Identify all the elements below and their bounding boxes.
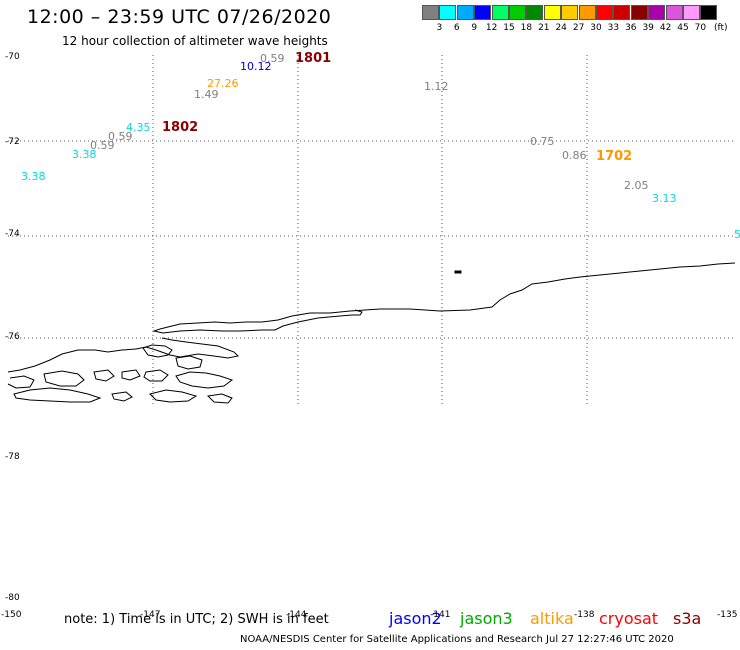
color-scale-tick: 6 (453, 23, 460, 33)
color-scale-swatch (456, 5, 474, 20)
x-label: -150 (1, 610, 22, 620)
wave-height-observations: 0.59 10.12 27.26 1.49 1.12 4.35 0.59 0.5… (21, 52, 740, 241)
pass-time-label: 1801 (295, 51, 331, 66)
y-label: -74 (5, 229, 20, 239)
coastline-lower-shelf (7, 337, 240, 373)
observation-label: 0.59 (260, 52, 285, 65)
color-scale-tick: 27 (572, 23, 585, 33)
color-scale-tick: 39 (642, 23, 654, 33)
color-scale-tick: 12 (485, 23, 498, 33)
x-axis-labels: -150 -147 -144 -141 -138 -135 (1, 610, 737, 620)
color-scale-swatch (665, 5, 683, 20)
y-label: -76 (5, 332, 20, 342)
satellite-legend-s3a: s3a (673, 609, 702, 628)
island-10 (111, 391, 133, 402)
pass-time-label: 1802 (162, 120, 198, 135)
observation-label: 0.59 (90, 139, 115, 152)
color-scale-swatch (439, 5, 457, 20)
color-scale-swatch (491, 5, 509, 20)
y-label: -70 (5, 52, 20, 62)
color-scale-swatch (474, 5, 492, 20)
observation-label: 4.35 (126, 121, 151, 134)
color-scale-swatch (422, 5, 439, 20)
graticule-grid (8, 55, 735, 405)
island-3 (7, 375, 35, 389)
island-1 (142, 344, 173, 358)
map-title: 12:00 – 23:59 UTC 07/26/2020 (27, 6, 332, 28)
coastline (7, 262, 736, 404)
island-4 (43, 370, 85, 387)
satellite-legend-altika: altika (530, 609, 574, 628)
x-label: -147 (140, 610, 160, 620)
color-scale-tick: 45 (677, 23, 689, 33)
color-scale-swatch (700, 5, 718, 20)
y-label: -78 (5, 452, 20, 462)
color-scale-tick: 24 (555, 23, 567, 33)
x-label: -138 (574, 610, 595, 620)
observation-label: 1.49 (194, 88, 219, 101)
observation-label: 3.38 (21, 170, 46, 183)
map-subtitle: 12 hour collection of altimeter wave hei… (62, 34, 328, 48)
color-scale-tick: 70 (694, 23, 707, 33)
color-scale-tick: 36 (625, 23, 637, 33)
island-5 (93, 369, 115, 382)
color-scale-tick: 21 (538, 23, 550, 33)
color-scale-swatch (578, 5, 596, 20)
observation-label: 3.38 (72, 148, 97, 161)
observation-label: 3.13 (652, 192, 677, 205)
color-scale-swatch (648, 5, 666, 20)
satellite-legend-cryosat: cryosat (599, 609, 659, 628)
island-11 (149, 389, 198, 403)
credit-line: NOAA/NESDIS Center for Satellite Applica… (240, 634, 674, 645)
color-scale-tick: 15 (503, 23, 515, 33)
island-6 (121, 369, 141, 381)
observation-label: 5 (734, 228, 740, 241)
observation-label: 0.59 (108, 130, 133, 143)
color-scale-swatch (526, 5, 544, 20)
island-9 (13, 387, 102, 403)
color-scale-tick: 18 (520, 23, 533, 33)
islet (454, 270, 462, 274)
island-7 (143, 369, 169, 382)
satellite-legend-jason3: jason3 (460, 609, 513, 628)
pass-time-label: 1702 (596, 149, 632, 164)
x-label: -141 (430, 610, 450, 620)
observation-label: 0.86 (562, 149, 587, 162)
color-scale-tick: 3 (436, 23, 443, 33)
color-scale-swatch (509, 5, 526, 20)
island-12 (206, 393, 233, 404)
color-scale-unit: (ft) (714, 23, 728, 33)
x-label: -144 (286, 610, 307, 620)
color-scale-swatch (683, 5, 700, 20)
observation-label: 0.75 (530, 135, 555, 148)
color-scale-tick: 42 (659, 23, 672, 33)
coastline-main (152, 262, 736, 334)
island-2 (175, 355, 203, 370)
island-8 (175, 371, 234, 389)
y-label: -72 (5, 137, 20, 147)
color-scale-swatch (543, 5, 561, 20)
observation-label: 10.12 (240, 60, 272, 73)
color-scale-swatch (561, 5, 579, 20)
observation-label: 27.26 (207, 77, 239, 90)
color-scale-swatch (630, 5, 648, 20)
y-axis-labels: -70 -72 -74 -76 -78 -80 (5, 52, 20, 603)
color-scale-swatch (596, 5, 613, 20)
color-scale-tick: 33 (607, 23, 620, 33)
y-label: -80 (5, 593, 20, 603)
color-scale-tick: 9 (471, 23, 478, 33)
color-scale-tick: 30 (590, 23, 602, 33)
color-scale-swatch (613, 5, 631, 20)
x-label: -135 (717, 610, 737, 620)
satellite-legend-jason2: jason2 (389, 609, 442, 628)
observation-label: 1.12 (424, 80, 449, 93)
pass-time-labels: 1801 1802 1702 (162, 51, 632, 164)
footer-note: note: 1) Time is in UTC; 2) SWH is in fe… (64, 612, 329, 627)
observation-label: 2.05 (624, 179, 649, 192)
